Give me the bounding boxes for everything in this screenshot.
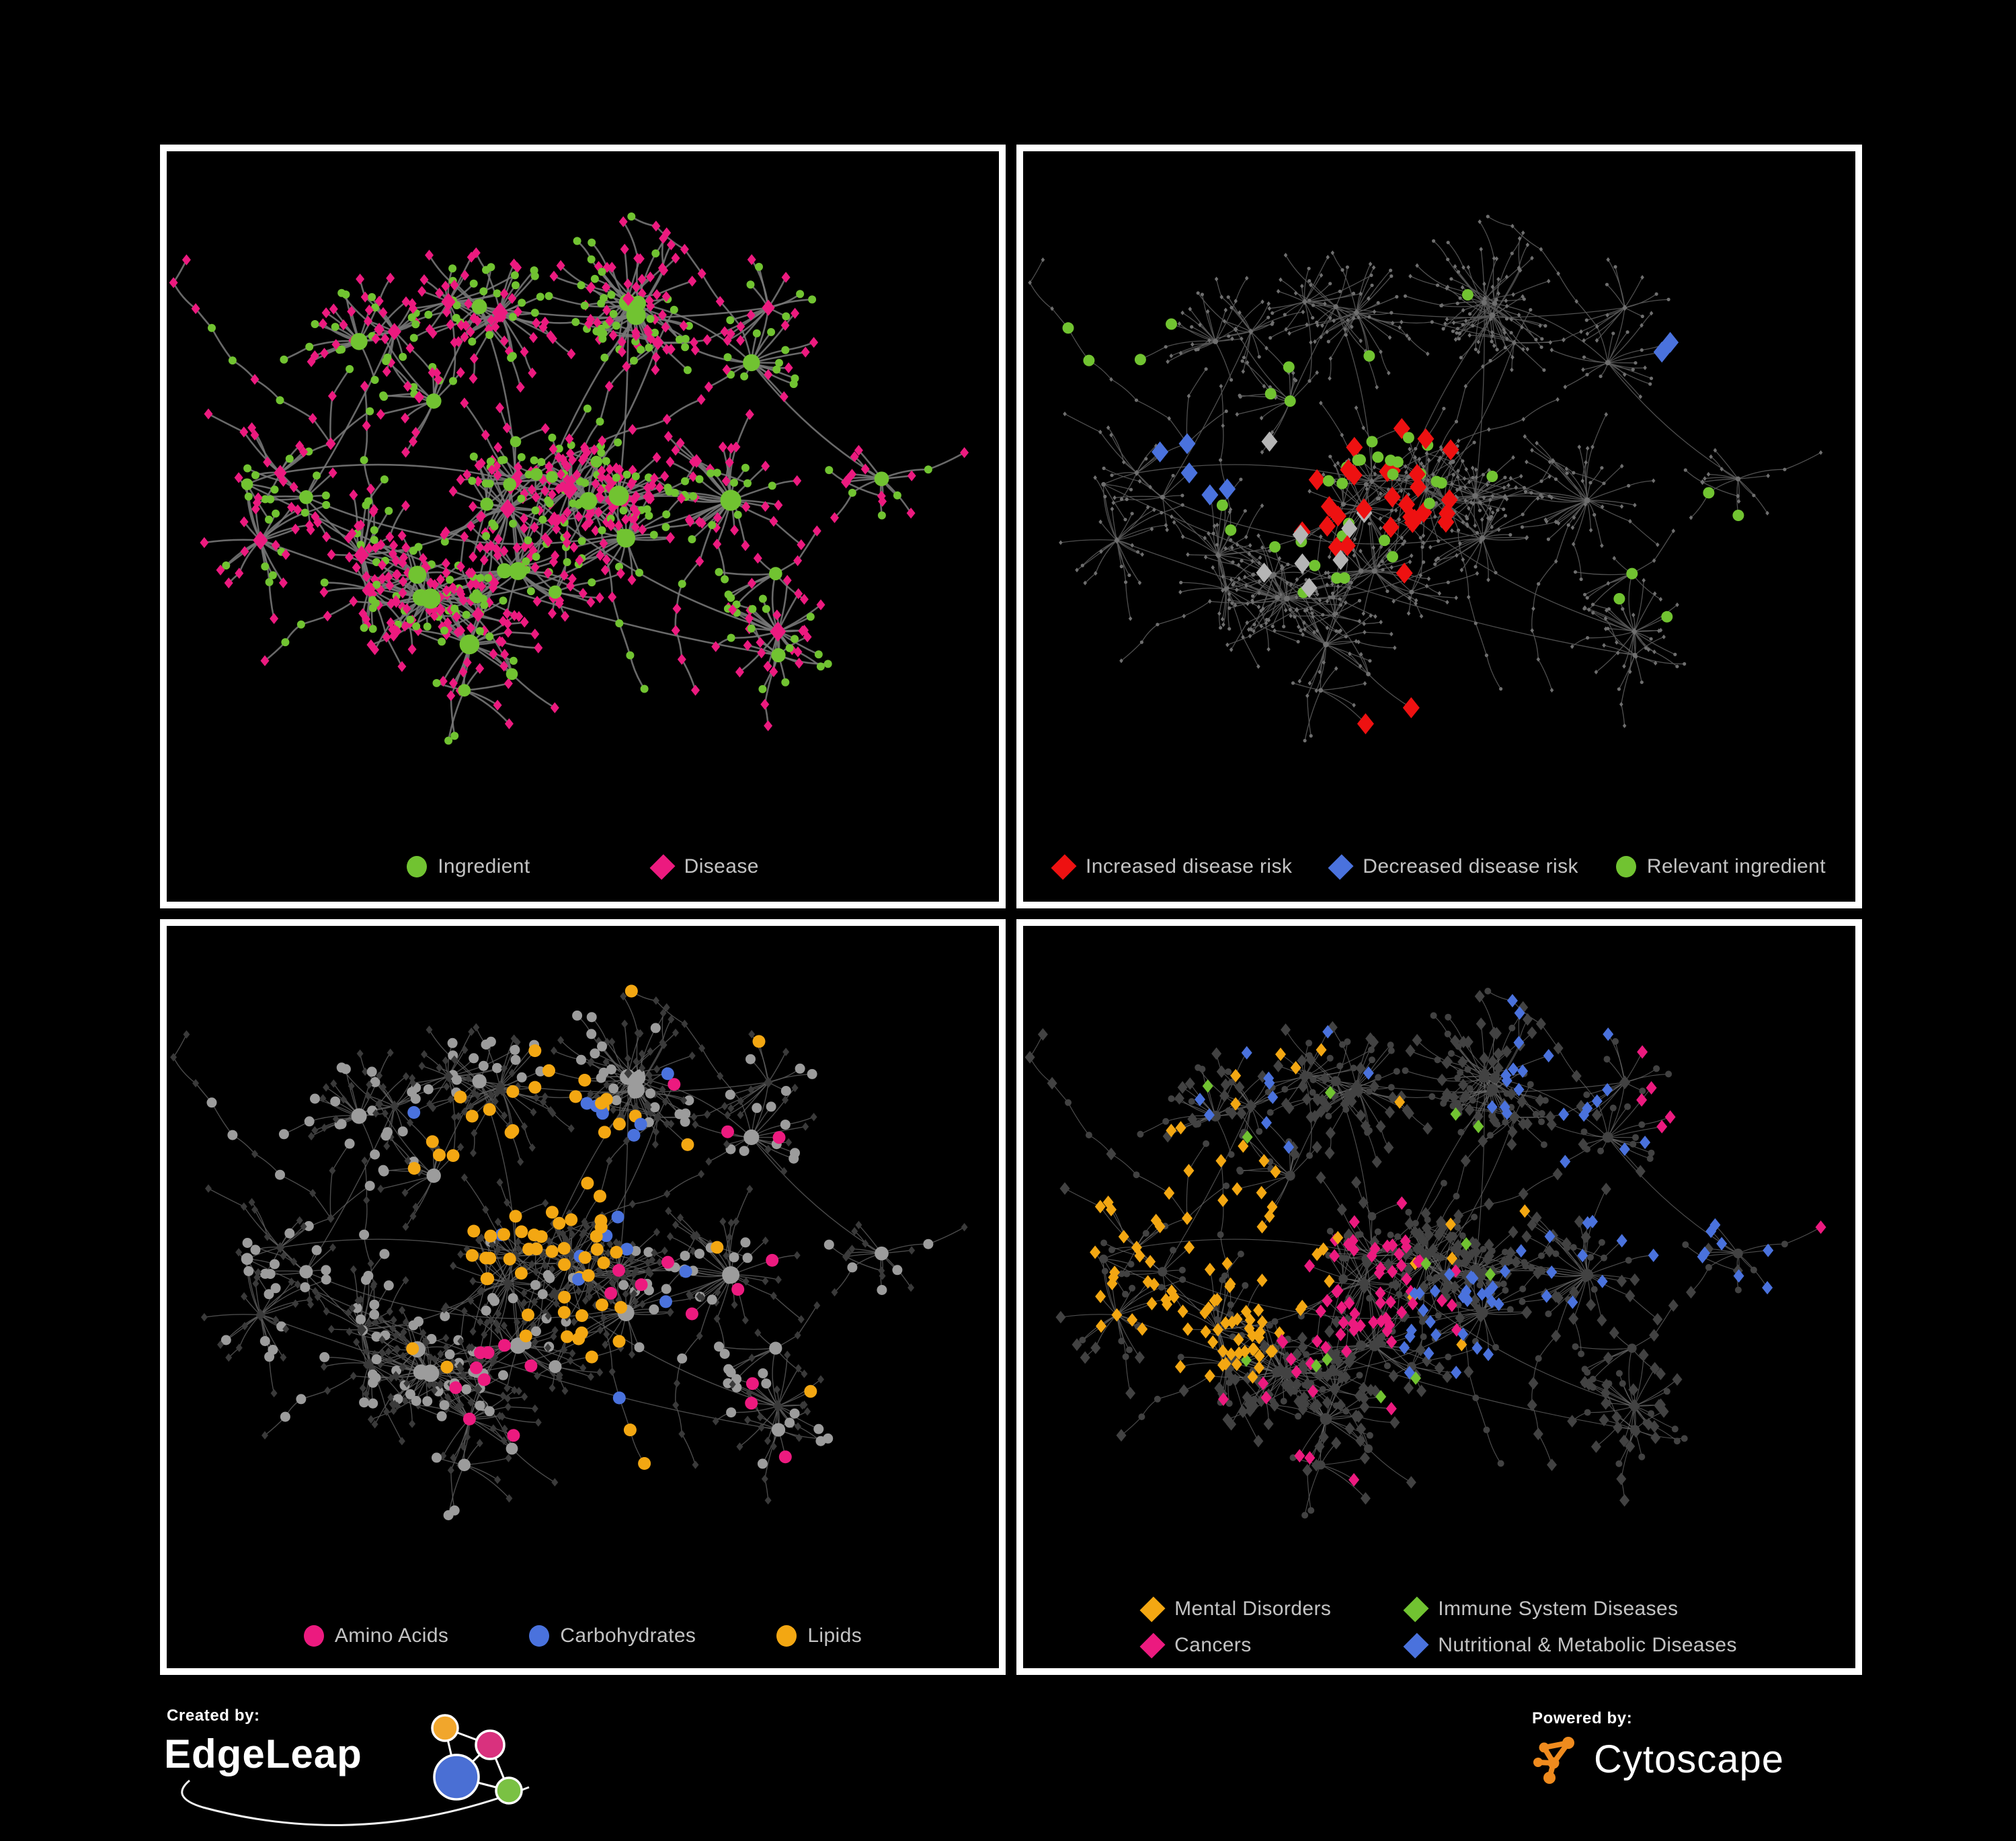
panel-disease-risk: Increased disease risk Decreased disease … — [1016, 145, 1862, 908]
legend-label: Amino Acids — [334, 1624, 449, 1647]
panel-disease-categories: Mental Disorders Immune System Diseases Ca… — [1016, 919, 1862, 1675]
legend-label: Decreased disease risk — [1363, 855, 1578, 877]
legend-item-immune-system-diseases: Immune System Diseases — [1403, 1594, 1737, 1624]
legend-item-relevant-ingredient: Relevant ingredient — [1615, 852, 1826, 882]
legend-label: Nutritional & Metabolic Diseases — [1438, 1634, 1737, 1656]
legend-item-carbohydrates: Carbohydrates — [529, 1621, 696, 1651]
legend-label: Disease — [684, 855, 759, 877]
diamond-swatch-icon — [1403, 1632, 1429, 1659]
circle-swatch-icon — [776, 1625, 797, 1647]
circle-swatch-icon — [529, 1625, 550, 1647]
panel-nutrient-classes: Amino Acids Carbohydrates Lipids — [160, 919, 1006, 1675]
network-graph-disease-risk — [1028, 214, 1823, 743]
legend-label: Immune System Diseases — [1438, 1598, 1679, 1620]
diamond-swatch-icon — [1139, 1632, 1166, 1659]
cytoscape-logo: Powered by: Cytoscape — [1532, 1709, 1855, 1817]
created-by-label: Created by: — [167, 1707, 260, 1725]
diamond-swatch-icon — [1403, 1596, 1429, 1622]
legend-item-cancers: Cancers — [1139, 1631, 1331, 1660]
edgeleap-logo: Created by: EdgeLeap — [163, 1707, 579, 1828]
network-graph-nutrient-classes — [170, 984, 968, 1520]
legend-label: Ingredient — [438, 855, 530, 877]
circle-swatch-icon — [1615, 856, 1636, 877]
legend-label: Increased disease risk — [1086, 855, 1293, 877]
network-graph-disease-categories — [1024, 988, 1826, 1519]
legend-label: Lipids — [807, 1624, 862, 1647]
diamond-swatch-icon — [649, 853, 676, 880]
legend-label: Mental Disorders — [1174, 1598, 1332, 1620]
diamond-swatch-icon — [1139, 1596, 1166, 1622]
legend-nutrient-classes: Amino Acids Carbohydrates Lipids — [167, 1621, 999, 1651]
legend-item-nutritional-metabolic-diseases: Nutritional & Metabolic Diseases — [1403, 1631, 1737, 1660]
legend-item-decreased-disease-risk: Decreased disease risk — [1328, 852, 1578, 882]
legend-item-amino-acids: Amino Acids — [303, 1621, 449, 1651]
edgeleap-wordmark: EdgeLeap — [164, 1731, 362, 1776]
diamond-swatch-icon — [1051, 853, 1077, 880]
legend-item-disease: Disease — [649, 852, 759, 882]
circle-swatch-icon — [407, 856, 428, 877]
powered-by-label: Powered by: — [1532, 1709, 1633, 1727]
edgeleap-network-icon — [181, 1714, 530, 1826]
legend-disease-risk: Increased disease risk Decreased disease … — [1023, 852, 1855, 882]
network-graph-ingredient-disease — [169, 212, 969, 745]
legend-ingredient-disease: Ingredient Disease — [167, 852, 999, 882]
panel-ingredient-disease: Ingredient Disease — [160, 145, 1006, 908]
legend-disease-categories: Mental Disorders Immune System Diseases Ca… — [1023, 1594, 1855, 1660]
cytoscape-wordmark: Cytoscape — [1594, 1737, 1785, 1781]
legend-item-increased-disease-risk: Increased disease risk — [1051, 852, 1293, 882]
legend-item-lipids: Lipids — [776, 1621, 862, 1651]
legend-label: Cancers — [1174, 1634, 1252, 1656]
legend-label: Relevant ingredient — [1646, 855, 1826, 877]
cytoscape-network-icon — [1533, 1737, 1574, 1784]
legend-item-mental-disorders: Mental Disorders — [1139, 1594, 1332, 1624]
circle-swatch-icon — [303, 1625, 324, 1647]
legend-label: Carbohydrates — [560, 1624, 696, 1647]
diamond-swatch-icon — [1328, 853, 1354, 880]
legend-item-ingredient: Ingredient — [407, 852, 530, 882]
